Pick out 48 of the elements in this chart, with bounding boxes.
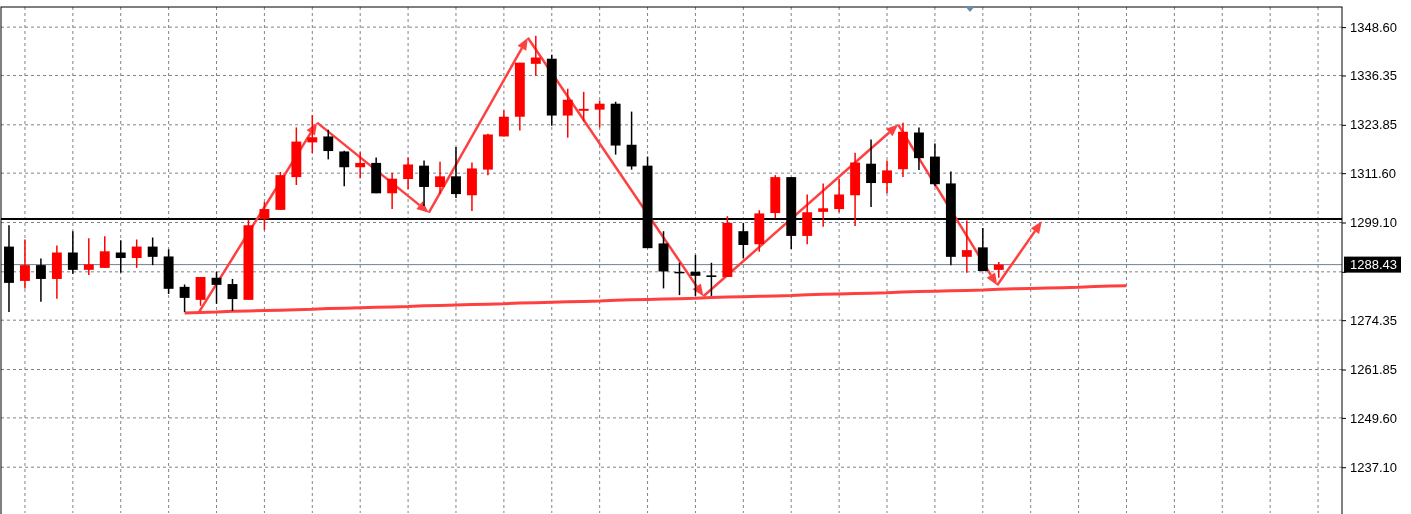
candlestick [355,151,366,180]
candlestick [834,177,845,213]
candlestick [993,261,1004,279]
y-tick-label: 1274.35 [1350,312,1397,328]
candlestick [802,193,813,245]
candlestick [594,99,605,129]
candlestick [131,238,142,269]
y-tick-label: 1336.35 [1350,68,1397,84]
candlestick [882,159,892,195]
candlestick [451,146,461,199]
candlestick [179,283,190,313]
candlestick [403,156,414,190]
candlestick [259,201,270,231]
candlestick [961,219,972,274]
candlestick [67,230,78,275]
candlestick [323,129,334,161]
candlestick [690,254,701,297]
candlestick [977,227,988,272]
candlestick [115,239,126,274]
candlestick [211,271,222,305]
candlestick [626,110,637,171]
candlestick [706,262,717,297]
candlestick [818,182,829,228]
ref-line-label: 1288.43 [1350,257,1397,273]
candlestick [99,235,110,269]
y-tick-label: 1299.10 [1350,215,1397,231]
candlestick [738,222,749,260]
candlestick [35,257,46,303]
y-tick-label: 1237.10 [1350,459,1397,475]
candlestick [83,237,94,276]
candlestick [866,138,876,208]
candlestick [339,149,350,187]
y-tick-label: 1348.60 [1350,19,1397,35]
candlestick [562,87,573,139]
y-tick-label: 1323.85 [1350,117,1397,133]
y-tick-label: 1311.60 [1350,165,1397,181]
y-tick-label: 1249.60 [1350,410,1397,426]
candlestick [498,109,509,138]
candlestick [195,276,206,307]
candlestick [578,91,589,123]
candlestick [147,236,158,266]
candlestick [20,238,30,290]
line-series [183,284,1128,315]
y-tick-label: 1261.85 [1350,362,1397,378]
candlestick [227,278,238,312]
candlestick [435,160,445,195]
candlestick [530,35,541,77]
candlestick [387,172,398,210]
